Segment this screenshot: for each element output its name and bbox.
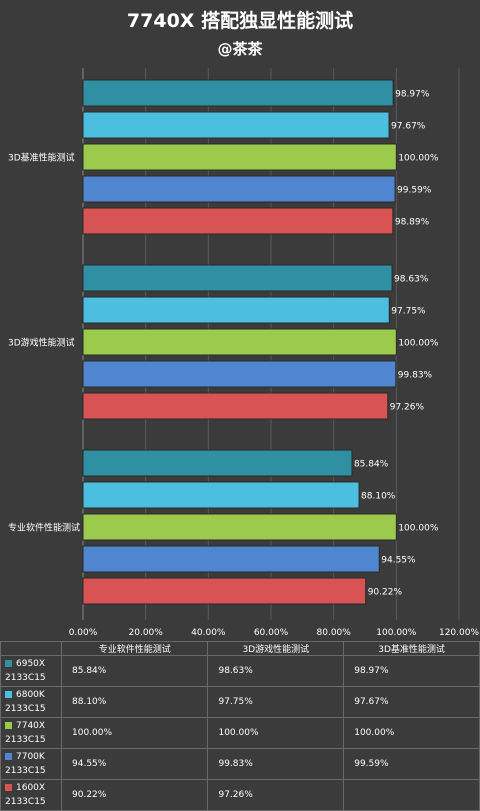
bar — [83, 450, 352, 476]
table-header-cell: 3D游戏性能测试 — [208, 642, 344, 656]
bar-chart: 0.00% 20.00% 40.00% 60.00% 80.00% 100.00% 120.… — [0, 0, 480, 641]
data-label: 94.55% — [381, 556, 416, 566]
data-label: 88.10% — [361, 492, 396, 502]
bar — [83, 361, 396, 387]
data-label: 100.00% — [398, 154, 438, 164]
table-header-cell: 专业软件性能测试 — [62, 642, 208, 656]
x-tick-label: 60.00% — [254, 628, 289, 638]
table-row: 6950X 2133C15 85.84% 98.63% 98.97% — [1, 656, 480, 687]
bar — [83, 112, 389, 138]
legend-cell: 7740X 2133C15 — [1, 718, 62, 749]
legend-label-sub: 2133C15 — [5, 673, 46, 683]
table-cell: 100.00% — [344, 718, 480, 749]
category-label: 3D游戏性能测试 — [8, 337, 75, 349]
legend-cell: 6800K 2133C15 — [1, 687, 62, 718]
x-tick-label: 40.00% — [191, 628, 226, 638]
data-label: 98.63% — [394, 275, 429, 285]
table-row: 1600X 2133C15 90.22% 97.26% — [1, 780, 480, 811]
data-label: 98.89% — [395, 218, 430, 228]
data-label: 100.00% — [398, 524, 438, 534]
table-cell: 99.83% — [208, 749, 344, 780]
table-cell: 100.00% — [208, 718, 344, 749]
bar — [83, 578, 366, 604]
table-cell: 90.22% — [62, 780, 208, 811]
x-tick-label: 20.00% — [129, 628, 164, 638]
legend-swatch — [5, 691, 12, 698]
table-header-row: 专业软件性能测试 3D游戏性能测试 3D基准性能测试 — [1, 642, 480, 656]
table-cell: 97.26% — [208, 780, 344, 811]
table-cell: 88.10% — [62, 687, 208, 718]
bar — [83, 546, 379, 572]
table-cell: 98.63% — [208, 656, 344, 687]
legend-swatch — [5, 753, 12, 760]
table-cell: 100.00% — [62, 718, 208, 749]
legend-swatch — [5, 660, 12, 667]
table-corner-cell — [1, 642, 62, 656]
bar — [83, 144, 396, 170]
bar — [83, 329, 396, 355]
data-label: 100.00% — [398, 339, 438, 349]
bar — [83, 176, 395, 202]
data-label: 85.84% — [354, 460, 389, 470]
legend-label-sub: 2133C15 — [5, 735, 46, 745]
legend-label-sub: 2133C15 — [5, 797, 46, 807]
table-cell: 94.55% — [62, 749, 208, 780]
table-cell: 97.75% — [208, 687, 344, 718]
legend-label: 6950X — [16, 659, 45, 669]
table-cell: 99.59% — [344, 749, 480, 780]
data-label: 97.67% — [391, 122, 426, 132]
category-label: 3D基准性能测试 — [8, 152, 75, 164]
bar — [83, 482, 359, 508]
table-cell — [344, 780, 480, 811]
data-label: 98.97% — [395, 90, 430, 100]
legend-cell: 7700K 2133C15 — [1, 749, 62, 780]
data-label: 97.75% — [391, 307, 426, 317]
bar — [83, 80, 393, 106]
bar — [83, 297, 389, 323]
bar — [83, 208, 393, 234]
legend-label: 7740X — [16, 721, 45, 731]
data-label: 90.22% — [368, 588, 403, 598]
category-label: 专业软件性能测试 — [8, 522, 80, 534]
x-tick-label: 120.00% — [439, 628, 479, 638]
x-tick-label: 100.00% — [376, 628, 416, 638]
legend-cell: 6950X 2133C15 — [1, 656, 62, 687]
bar — [83, 265, 392, 291]
table-header-cell: 3D基准性能测试 — [344, 642, 480, 656]
table-row: 7740X 2133C15 100.00% 100.00% 100.00% — [1, 718, 480, 749]
data-label: 99.83% — [398, 371, 433, 381]
data-label: 97.26% — [390, 403, 425, 413]
legend-swatch — [5, 722, 12, 729]
data-label: 99.59% — [397, 186, 432, 196]
bar — [83, 514, 396, 540]
legend-label-sub: 2133C15 — [5, 704, 46, 714]
x-tick-label: 80.00% — [317, 628, 352, 638]
table-row: 6800K 2133C15 88.10% 97.75% 97.67% — [1, 687, 480, 718]
table-cell: 98.97% — [344, 656, 480, 687]
table-row: 7700K 2133C15 94.55% 99.83% 99.59% — [1, 749, 480, 780]
legend-label: 6800K — [16, 690, 45, 700]
table-cell: 85.84% — [62, 656, 208, 687]
legend-swatch — [5, 784, 12, 791]
table-cell: 97.67% — [344, 687, 480, 718]
legend-label-sub: 2133C15 — [5, 766, 46, 776]
legend-label: 7700K — [16, 752, 45, 762]
data-table: 专业软件性能测试 3D游戏性能测试 3D基准性能测试 6950X 2133C15… — [0, 641, 480, 811]
bar — [83, 393, 388, 419]
legend-cell: 1600X 2133C15 — [1, 780, 62, 811]
legend-label: 1600X — [16, 783, 45, 793]
x-tick-label: 0.00% — [69, 628, 98, 638]
